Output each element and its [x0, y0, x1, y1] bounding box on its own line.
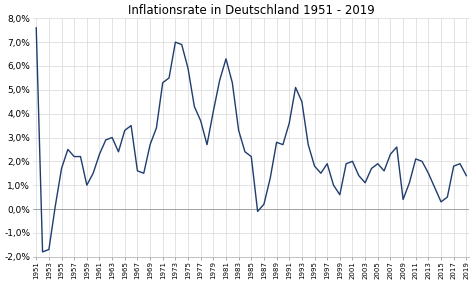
Title: Inflationsrate in Deutschland 1951 - 2019: Inflationsrate in Deutschland 1951 - 201… — [128, 4, 374, 17]
